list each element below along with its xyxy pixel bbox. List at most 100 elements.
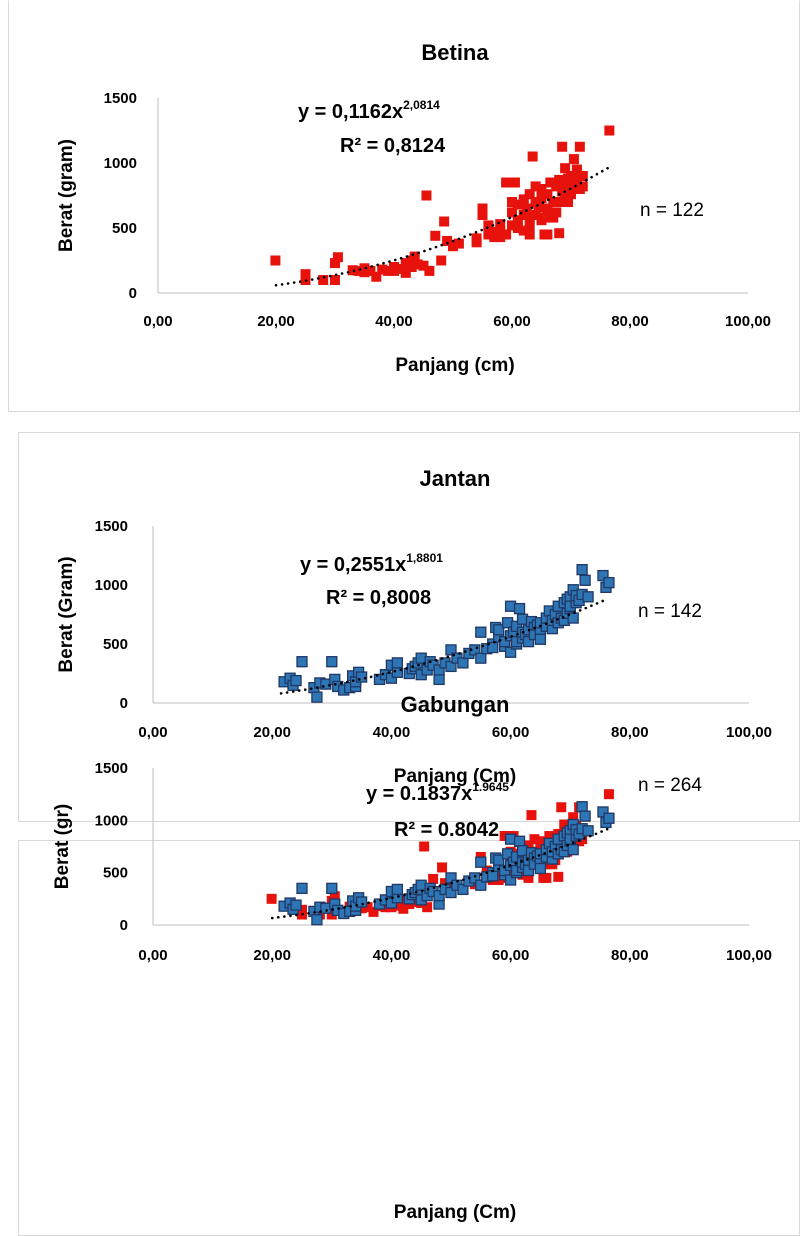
data-point: [509, 177, 520, 188]
y-tick-label: 0: [120, 917, 128, 934]
data-point: [400, 258, 411, 269]
data-point: [398, 903, 409, 914]
data-point: [541, 872, 552, 883]
data-point: [568, 812, 579, 823]
x-tick-label: 40,00: [373, 947, 411, 964]
data-point: [567, 843, 579, 856]
data-point: [493, 869, 504, 880]
chart-panel-betina: [8, 0, 800, 412]
data-point: [504, 177, 515, 188]
data-point: [544, 831, 555, 842]
sample-size-label: n = 142: [638, 601, 702, 622]
data-point: [475, 626, 487, 638]
x-axis-title: Panjang (cm): [395, 355, 514, 376]
y-axis-title: Berat (gram): [56, 139, 77, 252]
data-point: [389, 262, 399, 272]
r-squared-label: R² = 0,8124: [340, 135, 446, 157]
data-point: [527, 151, 538, 162]
data-point: [270, 255, 281, 266]
data-point: [311, 914, 323, 926]
data-point: [574, 141, 585, 152]
data-point: [489, 232, 500, 243]
data-point: [507, 220, 517, 231]
trend-equation: y = 0.1837x1.9645: [366, 780, 509, 805]
y-tick-label: 1500: [95, 760, 128, 777]
data-point: [489, 226, 500, 237]
data-point: [365, 265, 376, 276]
x-axis-title: Panjang (Cm): [394, 766, 516, 787]
data-point: [542, 203, 553, 214]
data-point: [529, 834, 540, 845]
data-point: [437, 862, 448, 873]
data-point: [495, 232, 506, 243]
data-point: [535, 836, 546, 847]
data-point: [421, 190, 432, 201]
data-point: [557, 141, 568, 152]
data-point: [548, 197, 559, 207]
data-point: [445, 886, 457, 899]
data-point: [524, 212, 535, 223]
data-point: [579, 574, 591, 586]
data-point: [266, 893, 277, 904]
equation-base: y = 0.1837x: [366, 783, 472, 805]
data-point: [522, 635, 535, 648]
data-point: [290, 899, 302, 911]
y-tick-label: 0: [120, 695, 128, 712]
data-point: [542, 189, 553, 200]
x-tick-label: 80,00: [611, 313, 649, 330]
data-point: [330, 258, 340, 269]
data-point: [536, 184, 547, 194]
data-point: [419, 841, 430, 852]
data-point: [518, 194, 529, 205]
data-point: [548, 212, 559, 223]
data-point: [383, 265, 394, 276]
x-tick-label: 40,00: [373, 724, 411, 741]
data-point: [554, 228, 565, 239]
chart-3: Gabungan 0 500 1000 1500 0,00 20,00 40,00 60,00 8…: [52, 692, 772, 1223]
x-tick-label: 60,00: [492, 724, 530, 741]
data-point: [318, 275, 329, 285]
y-tick-label: 1500: [104, 90, 137, 107]
data-point: [398, 895, 409, 906]
data-point: [533, 202, 544, 213]
data-point: [347, 265, 358, 276]
data-point: [597, 569, 609, 582]
data-point: [576, 801, 588, 813]
data-point: [524, 189, 535, 200]
x-tick-label: 20,00: [253, 947, 291, 964]
data-point: [296, 656, 308, 668]
data-point: [371, 271, 382, 282]
x-tick-label: 0,00: [138, 947, 167, 964]
data-point: [603, 789, 614, 800]
chart-2: Jantan 0 500 1000 1500 0,00 20,00 40,00 60,00 80,…: [56, 466, 772, 787]
data-point: [391, 657, 404, 669]
chart-panel-jantan: [18, 432, 800, 822]
data-point: [475, 652, 487, 664]
data-point: [567, 612, 579, 624]
x-tick-label: 80,00: [611, 724, 649, 741]
trendline: [279, 598, 608, 695]
equation-exponent: 1,8801: [406, 551, 443, 565]
chart-title: Gabungan: [401, 692, 510, 717]
x-tick-label: 60,00: [492, 947, 530, 964]
y-tick-label: 1000: [104, 155, 137, 172]
data-point: [576, 564, 588, 576]
data-point: [536, 193, 547, 204]
data-point: [424, 265, 435, 276]
data-point: [439, 216, 450, 227]
data-point: [512, 223, 523, 233]
data-point: [296, 882, 308, 895]
data-point: [353, 265, 364, 276]
data-point: [495, 225, 506, 236]
data-point: [539, 212, 550, 223]
data-point: [560, 163, 571, 174]
data-point: [330, 275, 340, 285]
data-point: [517, 869, 528, 880]
x-tick-label: 100,00: [726, 724, 772, 741]
data-point: [504, 646, 517, 658]
data-point: [571, 176, 582, 187]
data-point: [290, 674, 302, 687]
y-tick-label: 1500: [95, 518, 128, 535]
data-point: [571, 167, 582, 178]
data-point: [475, 856, 487, 868]
